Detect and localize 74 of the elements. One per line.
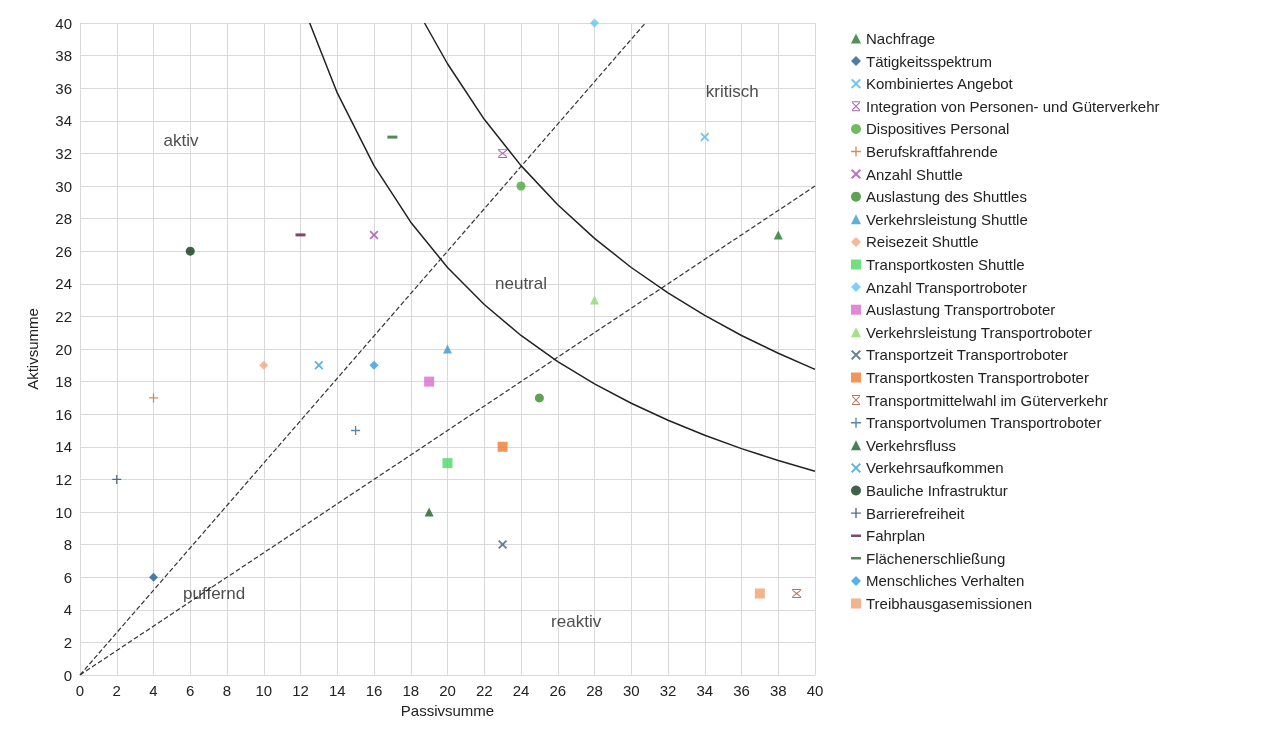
x-tick-label: 34 (696, 682, 714, 699)
annotation: kritisch (705, 81, 759, 101)
legend-label: Anzahl Transportroboter (866, 278, 1027, 296)
x-tick-label: 18 (402, 682, 420, 699)
legend-label: Menschliches Verhalten (866, 572, 1025, 590)
y-tick-label: 14 (55, 438, 72, 456)
x-tick-label: 26 (549, 682, 567, 699)
y-tick-label: 36 (55, 79, 72, 97)
y-tick-label: 8 (63, 536, 72, 554)
x-tick-label: 40 (806, 682, 824, 699)
y-tick-label: 34 (55, 112, 72, 130)
x-tick-label: 38 (769, 682, 787, 699)
annotation: neutral (495, 274, 547, 294)
legend-label: Transportvolumen Transportroboter (866, 414, 1102, 432)
legend-label: Transportmittelwahl im Güterverkehr (866, 391, 1109, 409)
legend-label: Integration von Personen- und Güterverkehr (866, 97, 1160, 115)
x-tick-label: 28 (586, 682, 603, 699)
y-axis-title: Aktivsumme (24, 308, 41, 390)
y-tick-label: 30 (55, 177, 72, 195)
y-tick-label: 24 (55, 275, 72, 293)
y-tick-label: 40 (55, 14, 72, 32)
x-tick-label: 4 (149, 682, 158, 699)
x-tick-label: 14 (328, 682, 346, 699)
x-tick-label: 24 (512, 682, 530, 699)
x-tick-label: 36 (733, 682, 750, 699)
legend-label: Barrierefreiheit (866, 504, 966, 522)
legend-label: Kombiniertes Angebot (866, 75, 1014, 93)
y-tick-label: 4 (63, 601, 72, 619)
y-tick-label: 6 (63, 568, 72, 586)
y-tick-label: 16 (55, 405, 72, 423)
y-tick-label: 12 (55, 470, 72, 488)
legend-label: Transportkosten Transportroboter (866, 369, 1089, 386)
legend-label: Treibhausgasemissionen (866, 595, 1033, 612)
y-tick-label: 32 (55, 144, 72, 162)
x-tick-label: 0 (75, 682, 85, 699)
annotation: reaktiv (551, 611, 602, 631)
legend-label: Berufskraftfahrende (866, 143, 998, 160)
legend-label: Verkehrsaufkommen (866, 459, 1004, 477)
legend-label: Verkehrsleistung Shuttle (866, 210, 1028, 228)
legend-label: Reisezeit Shuttle (866, 233, 979, 251)
x-tick-label: 30 (622, 682, 640, 699)
legend-label: Fahrplan (866, 527, 926, 545)
y-tick-label: 38 (55, 47, 72, 65)
x-tick-label: 10 (255, 682, 273, 699)
legend-label: Tätigkeitsspektrum (866, 52, 992, 70)
x-tick-label: 2 (112, 682, 121, 699)
legend-label: Verkehrsfluss (866, 436, 957, 454)
x-tick-label: 22 (475, 682, 493, 699)
y-tick-label: 22 (55, 307, 72, 325)
x-tick-label: 20 (439, 682, 456, 699)
y-tick-label: 10 (55, 503, 72, 521)
x-tick-label: 16 (365, 682, 383, 699)
x-tick-label: 12 (292, 682, 309, 699)
y-tick-label: 2 (63, 633, 72, 651)
y-tick-label: 20 (55, 340, 72, 358)
legend-label: Anzahl Shuttle (866, 165, 963, 183)
x-tick-label: 6 (186, 682, 195, 699)
x-axis-title: Passivsumme (400, 701, 495, 719)
y-tick-label: 18 (55, 373, 72, 391)
legend-label: Dispositives Personal (866, 120, 1010, 138)
legend-label: Bauliche Infrastruktur (866, 482, 1008, 499)
legend-label: Nachfrage (866, 30, 936, 47)
x-tick-label: 32 (659, 682, 677, 699)
y-tick-label: 26 (55, 242, 72, 260)
y-tick-label: 0 (63, 666, 72, 684)
y-tick-label: 28 (55, 210, 72, 228)
x-tick-label: 8 (222, 682, 232, 699)
legend-label: Auslastung des Shuttles (866, 188, 1027, 206)
legend-label: Transportkosten Shuttle (866, 256, 1025, 273)
legend-label: Transportzeit Transportroboter (866, 346, 1069, 364)
legend-label: Flächenerschließung (866, 549, 1006, 567)
annotation: aktiv (163, 130, 200, 150)
legend-label: Verkehrsleistung Transportroboter (866, 323, 1092, 341)
legend-label: Auslastung Transportroboter (866, 301, 1056, 319)
